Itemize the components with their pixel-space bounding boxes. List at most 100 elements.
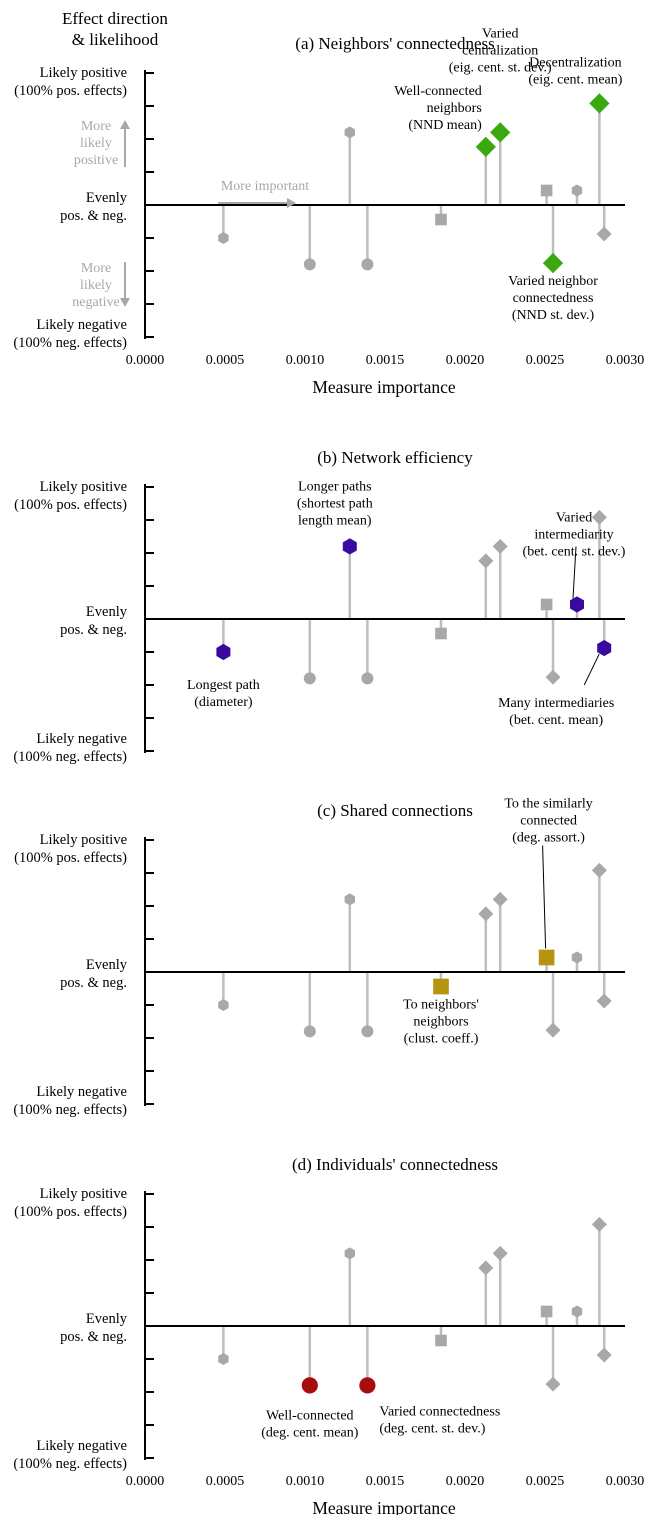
y-label-bottom-sub: (100% neg. effects)	[13, 1456, 127, 1472]
point-hexagon-0	[218, 232, 229, 244]
x-tick-label: 0.0000	[126, 1474, 165, 1489]
y-label-mid-sub: pos. & neg.	[60, 208, 127, 224]
point-label-2-2: length mean)	[298, 513, 372, 528]
more-likely-negative-2: negative	[72, 295, 119, 310]
label-leader-7	[542, 845, 547, 949]
x-tick-label: 0.0000	[126, 353, 165, 368]
point-label-3-1: (deg. cent. st. dev.)	[379, 1421, 485, 1436]
point-label-6-2: (eig. cent. st. dev.)	[449, 60, 552, 75]
point-diamond-11	[596, 1347, 612, 1363]
point-label-3-0: Varied connectedness	[379, 1404, 500, 1419]
panel-title: (a) Neighbors' connectedness	[295, 34, 494, 53]
point-label-8-0: Varied neighbor	[508, 274, 598, 289]
panel-b: (b) Network efficiency Likely positive (10…	[13, 448, 625, 765]
point-circle-1	[303, 672, 316, 685]
point-diamond-6	[492, 891, 508, 907]
point-label-0-0: Longest path	[187, 678, 260, 693]
point-label-5-0: Well-connected	[394, 84, 482, 99]
point-diamond-11	[596, 993, 612, 1009]
point-diamond-6	[490, 122, 511, 143]
point-diamond-10	[591, 1216, 607, 1232]
y-label-bottom: Likely negative	[36, 317, 127, 333]
point-label-10-0: Decentralization	[529, 55, 622, 70]
panels: (a) Neighbors' connectedness Likely posit…	[13, 26, 644, 1515]
point-diamond-8	[542, 252, 564, 274]
y-label-mid: Evenly	[86, 604, 128, 620]
point-diamond-11	[596, 226, 612, 242]
y-label-top-sub: (100% pos. effects)	[14, 850, 127, 866]
point-label-8-2: (NND st. dev.)	[512, 308, 595, 323]
y-label-mid-sub: pos. & neg.	[60, 622, 127, 638]
point-label-6-0: Varied	[482, 26, 519, 41]
point-circle-1	[303, 1025, 316, 1038]
point-hexagon-0	[218, 999, 229, 1011]
x-tick-label: 0.0025	[526, 353, 565, 368]
y-label-mid-sub: pos. & neg.	[60, 1329, 127, 1345]
point-diamond-8	[545, 669, 561, 685]
more-likely-positive-1: likely	[80, 136, 112, 151]
point-square-7	[540, 184, 553, 197]
more-likely-negative-0: More	[81, 261, 111, 276]
y-label-top: Likely positive	[40, 832, 127, 848]
point-diamond-5	[475, 136, 496, 158]
x-tick-label: 0.0005	[206, 353, 245, 368]
point-diamond-10	[591, 509, 607, 525]
point-label-5-1: neighbors	[427, 101, 482, 116]
point-diamond-10	[589, 93, 610, 114]
point-square-7	[540, 598, 553, 611]
x-axis-label: Measure importance	[312, 377, 456, 397]
point-label-0-1: (diameter)	[194, 695, 253, 710]
point-label-8-1: connectedness	[513, 291, 594, 306]
y-label-top-sub: (100% pos. effects)	[14, 83, 127, 99]
point-diamond-8	[545, 1376, 561, 1392]
point-diamond-5	[478, 553, 494, 569]
point-square-7	[538, 949, 555, 966]
panel-a: (a) Neighbors' connectedness Likely posit…	[13, 26, 644, 397]
label-leader-9	[572, 546, 577, 599]
negative-arrow-head	[120, 298, 130, 307]
point-label-2-1: (shortest path	[297, 496, 373, 511]
point-hexagon-2	[344, 1247, 355, 1260]
point-circle-1	[301, 1377, 318, 1394]
point-hexagon-11	[597, 639, 612, 657]
point-label-10-1: (eig. cent. mean)	[528, 72, 622, 87]
point-diamond-10	[591, 862, 607, 878]
point-circle-3	[359, 1377, 376, 1394]
point-label-9-0: Varied	[556, 510, 593, 525]
point-diamond-6	[492, 1245, 508, 1261]
point-diamond-5	[478, 1260, 494, 1276]
point-square-4	[435, 213, 447, 226]
panel-title: (b) Network efficiency	[317, 448, 473, 467]
more-important-arrow-head	[287, 198, 296, 208]
header-line2: & likelihood	[72, 30, 159, 49]
y-label-mid: Evenly	[86, 957, 128, 973]
point-label-7-2: (deg. assort.)	[512, 830, 585, 845]
point-label-1-0: Well-connected	[266, 1408, 354, 1423]
point-label-2-0: Longer paths	[298, 479, 371, 494]
x-tick-label: 0.0030	[606, 353, 645, 368]
point-square-4	[433, 978, 449, 995]
point-hexagon-9	[571, 1305, 583, 1318]
x-tick-label: 0.0010	[286, 1474, 325, 1489]
panel-d: (d) Individuals' connectedness Likely pos…	[13, 1155, 644, 1515]
point-circle-3	[361, 258, 374, 271]
y-label-bottom: Likely negative	[36, 731, 127, 747]
point-hexagon-0	[216, 643, 231, 661]
point-hexagon-0	[218, 1353, 229, 1365]
x-tick-label: 0.0005	[206, 1474, 245, 1489]
point-circle-1	[303, 258, 316, 271]
x-tick-label: 0.0015	[366, 1474, 405, 1489]
point-label-4-1: neighbors	[413, 1015, 468, 1030]
y-label-mid: Evenly	[86, 190, 128, 206]
point-square-4	[435, 627, 447, 640]
point-label-9-2: (bet. cent. st. dev.)	[523, 544, 626, 559]
point-diamond-8	[545, 1022, 561, 1038]
point-label-4-0: To neighbors'	[403, 998, 479, 1013]
x-tick-label: 0.0025	[526, 1474, 565, 1489]
y-label-top-sub: (100% pos. effects)	[14, 1204, 127, 1220]
x-tick-label: 0.0020	[446, 1474, 485, 1489]
y-label-mid: Evenly	[86, 1311, 128, 1327]
point-hexagon-9	[571, 184, 583, 197]
point-label-11-0: Many intermediaries	[498, 696, 614, 711]
